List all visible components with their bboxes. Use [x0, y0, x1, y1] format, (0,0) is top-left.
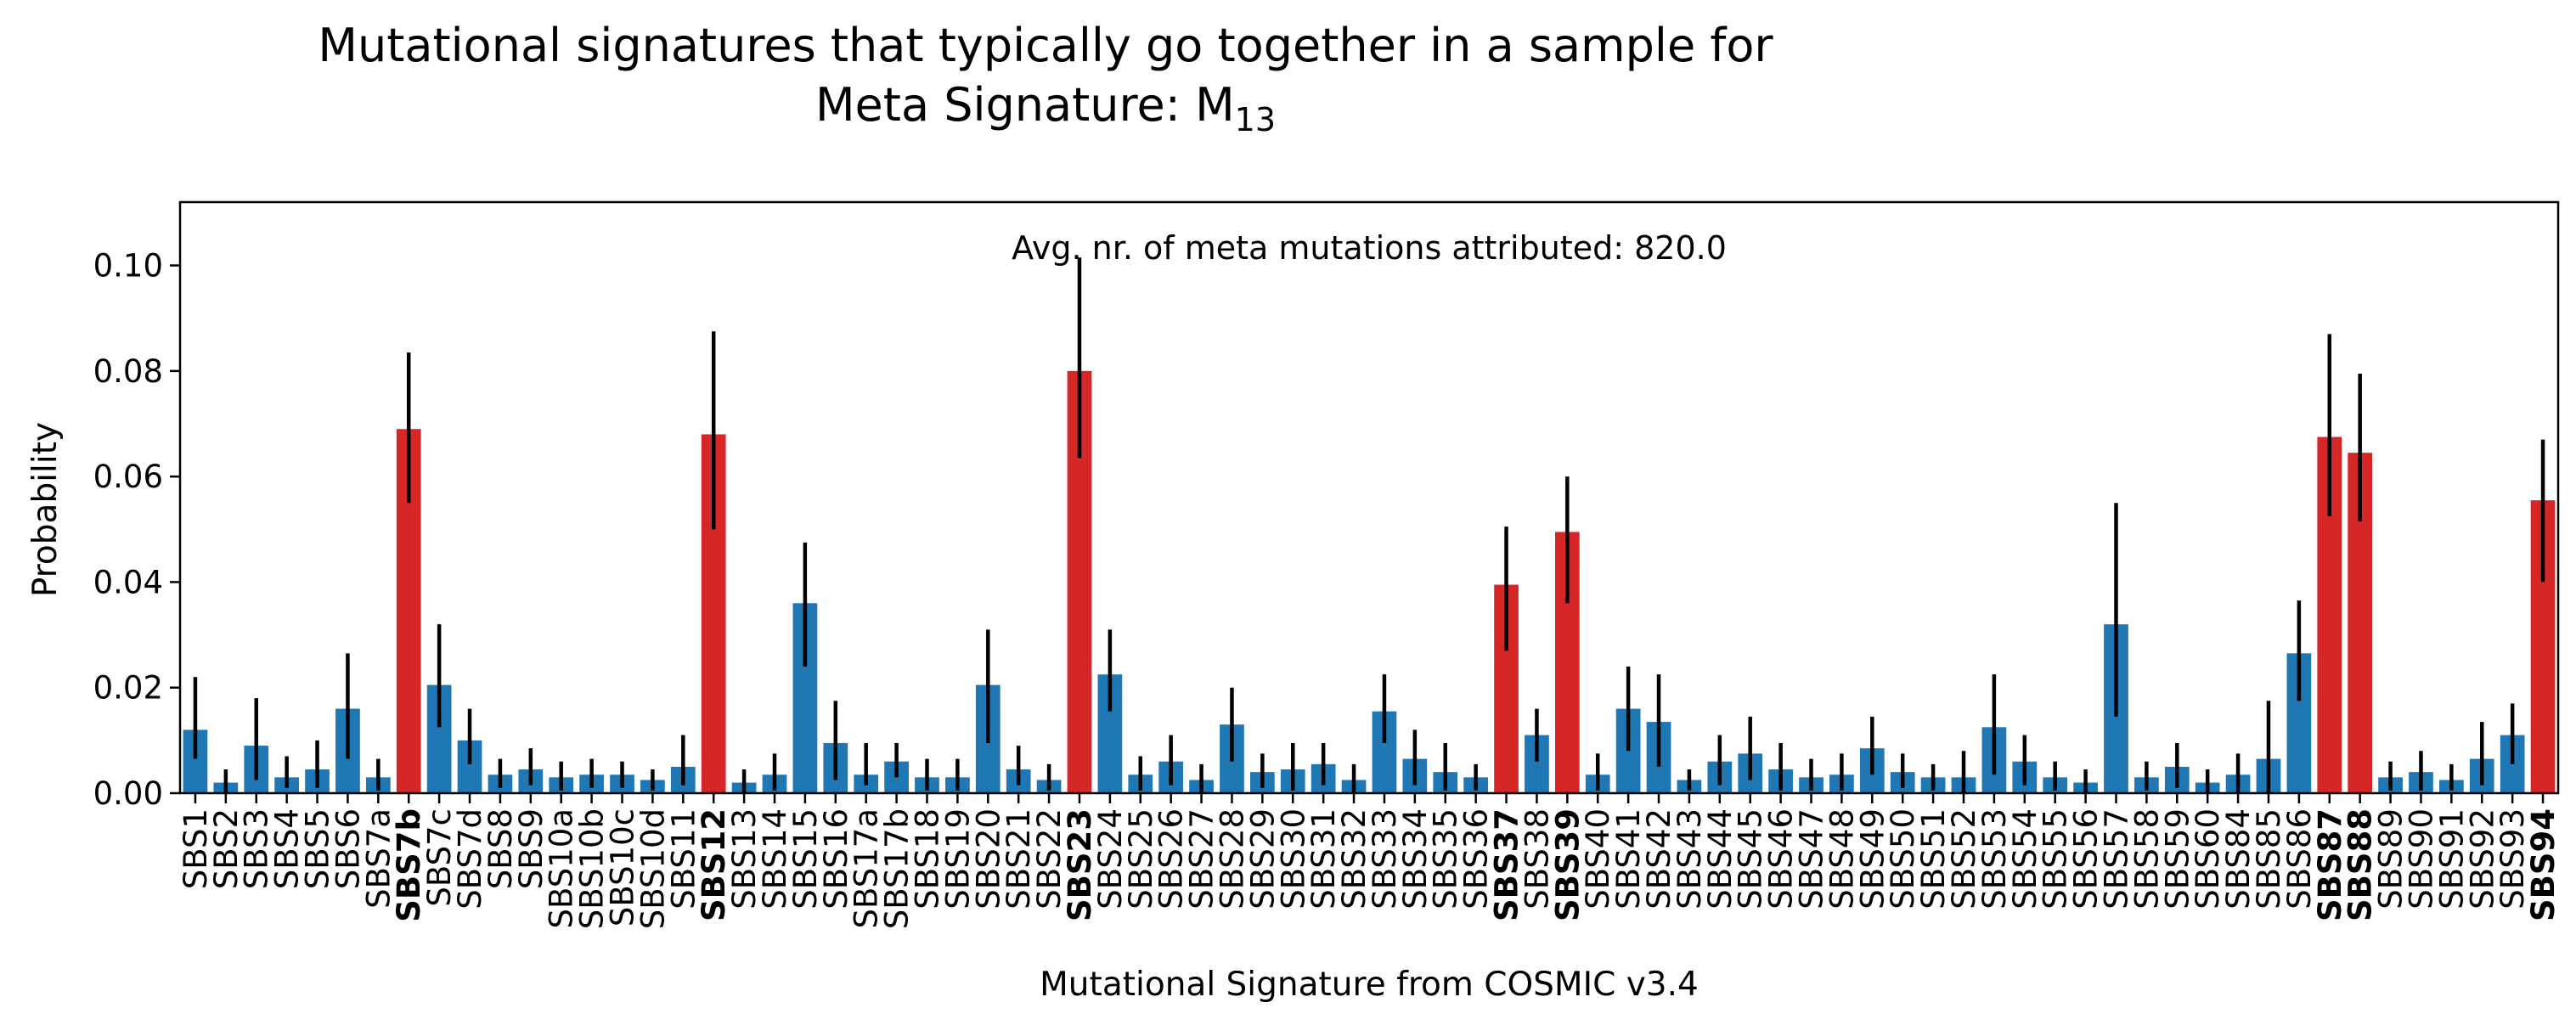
x-tick-label-sbs94: SBS94: [2525, 808, 2562, 921]
subtitle-text: Meta Signature: M: [815, 78, 1235, 132]
x-tick-label-sbs85: SBS85: [2251, 808, 2287, 910]
y-tick-label: 0.02: [93, 670, 163, 707]
x-tick-label-sbs59: SBS59: [2159, 808, 2196, 910]
y-tick-label: 0.08: [93, 353, 163, 390]
y-axis: 0.00 0.02 0.04 0.06 0.08 0.10: [93, 248, 180, 812]
x-tick-label-sbs7d: SBS7d: [452, 808, 488, 910]
x-tick-label-sbs31: SBS31: [1305, 808, 1342, 910]
x-tick-label-sbs11: SBS11: [665, 808, 702, 910]
x-tick-label-sbs9: SBS9: [513, 808, 550, 889]
chart-subtitle: Meta Signature: M13: [815, 78, 1276, 138]
x-tick-label-sbs6: SBS6: [330, 808, 366, 889]
x-tick-label-sbs7c: SBS7c: [421, 808, 458, 907]
error-bars: [193, 257, 2545, 793]
x-tick-label-sbs89: SBS89: [2373, 808, 2410, 910]
x-tick-label-sbs50: SBS50: [1885, 808, 1921, 910]
x-tick-label-sbs93: SBS93: [2494, 808, 2531, 910]
x-tick-label-sbs51: SBS51: [1915, 808, 1952, 910]
y-tick-label: 0.10: [93, 248, 163, 284]
x-tick-label-sbs87: SBS87: [2312, 808, 2348, 921]
x-tick-label-sbs23: SBS23: [1062, 808, 1098, 921]
x-tick-label-sbs55: SBS55: [2038, 808, 2074, 910]
x-tick-label-sbs60: SBS60: [2190, 808, 2226, 910]
x-tick-label-sbs17b: SBS17b: [879, 808, 916, 929]
x-tick-label-sbs91: SBS91: [2433, 808, 2470, 910]
x-tick-label-sbs22: SBS22: [1031, 808, 1068, 910]
x-tick-label-sbs49: SBS49: [1854, 808, 1891, 910]
x-tick-label-sbs36: SBS36: [1458, 808, 1495, 910]
x-tick-label-sbs86: SBS86: [2281, 808, 2318, 910]
chart-annotation: Avg. nr. of meta mutations attributed: 8…: [1012, 229, 1727, 267]
x-tick-label-sbs17a: SBS17a: [848, 808, 885, 928]
x-tick-label-sbs84: SBS84: [2220, 808, 2257, 910]
x-tick-label-sbs2: SBS2: [208, 808, 245, 889]
x-tick-label-sbs38: SBS38: [1519, 808, 1555, 910]
x-tick-label-sbs24: SBS24: [1092, 808, 1129, 910]
x-tick-label-sbs53: SBS53: [1976, 808, 2013, 910]
y-tick-label: 0.04: [93, 564, 163, 600]
x-tick-label-sbs10d: SBS10d: [634, 808, 671, 929]
x-tick-label-sbs34: SBS34: [1397, 808, 1434, 910]
bars: [183, 370, 2556, 793]
x-tick-label-sbs8: SBS8: [482, 808, 519, 889]
x-tick-label-sbs21: SBS21: [1001, 808, 1037, 910]
x-tick-label-sbs58: SBS58: [2128, 808, 2165, 910]
x-tick-label-sbs20: SBS20: [970, 808, 1006, 910]
x-tick-label-sbs88: SBS88: [2342, 808, 2379, 921]
x-tick-label-sbs4: SBS4: [269, 808, 306, 889]
x-tick-label-sbs46: SBS46: [1763, 808, 1800, 910]
plot-frame: [178, 200, 2560, 795]
x-axis: SBS1SBS2SBS3SBS4SBS5SBS6SBS7aSBS7bSBS7cS…: [178, 793, 2562, 929]
y-axis-label: Probability: [26, 422, 65, 597]
x-tick-label-sbs32: SBS32: [1336, 808, 1373, 910]
x-tick-label-sbs33: SBS33: [1367, 808, 1403, 910]
x-tick-label-sbs43: SBS43: [1671, 808, 1708, 910]
x-tick-label-sbs44: SBS44: [1702, 808, 1739, 910]
chart-title: Mutational signatures that typically go …: [318, 19, 1773, 72]
x-tick-label-sbs1: SBS1: [178, 808, 214, 889]
x-tick-label-sbs18: SBS18: [909, 808, 945, 910]
x-tick-label-sbs3: SBS3: [239, 808, 275, 889]
x-tick-label-sbs10c: SBS10c: [605, 808, 641, 926]
x-tick-label-sbs54: SBS54: [2007, 808, 2043, 910]
x-tick-label-sbs15: SBS15: [787, 808, 824, 910]
x-tick-label-sbs48: SBS48: [1823, 808, 1860, 910]
x-tick-label-sbs47: SBS47: [1794, 808, 1830, 910]
x-tick-label-sbs5: SBS5: [300, 808, 336, 889]
x-tick-label-sbs52: SBS52: [1946, 808, 1982, 910]
x-tick-label-sbs90: SBS90: [2403, 808, 2439, 910]
x-tick-label-sbs30: SBS30: [1275, 808, 1311, 910]
x-tick-label-sbs12: SBS12: [696, 808, 732, 921]
x-tick-label-sbs40: SBS40: [1580, 808, 1616, 910]
x-tick-label-sbs19: SBS19: [939, 808, 976, 910]
x-tick-label-sbs57: SBS57: [2098, 808, 2134, 910]
x-tick-label-sbs35: SBS35: [1428, 808, 1464, 910]
x-tick-label-sbs27: SBS27: [1184, 808, 1220, 910]
x-tick-label-sbs39: SBS39: [1549, 808, 1586, 921]
x-tick-label-sbs37: SBS37: [1489, 808, 1525, 921]
x-tick-label-sbs7a: SBS7a: [360, 808, 397, 909]
x-tick-label-sbs29: SBS29: [1244, 808, 1281, 910]
x-tick-label-sbs25: SBS25: [1123, 808, 1159, 910]
x-tick-label-sbs7b: SBS7b: [391, 808, 427, 922]
x-axis-label: Mutational Signature from COSMIC v3.4: [1040, 966, 1699, 1004]
x-tick-label-sbs41: SBS41: [1610, 808, 1647, 910]
x-tick-label-sbs28: SBS28: [1214, 808, 1250, 910]
x-tick-label-sbs92: SBS92: [2464, 808, 2500, 910]
x-tick-label-sbs10a: SBS10a: [544, 808, 580, 928]
x-tick-label-sbs14: SBS14: [757, 808, 793, 910]
x-tick-label-sbs26: SBS26: [1153, 808, 1190, 910]
subtitle-subscript: 13: [1235, 101, 1276, 138]
x-tick-label-sbs13: SBS13: [726, 808, 763, 910]
y-tick-label: 0.00: [93, 775, 163, 812]
x-tick-label-sbs56: SBS56: [2068, 808, 2105, 910]
x-tick-label-sbs42: SBS42: [1641, 808, 1677, 910]
y-tick-label: 0.06: [93, 459, 163, 495]
x-tick-label-sbs45: SBS45: [1733, 808, 1769, 910]
x-tick-label-sbs16: SBS16: [818, 808, 854, 910]
x-tick-label-sbs10b: SBS10b: [574, 808, 611, 929]
